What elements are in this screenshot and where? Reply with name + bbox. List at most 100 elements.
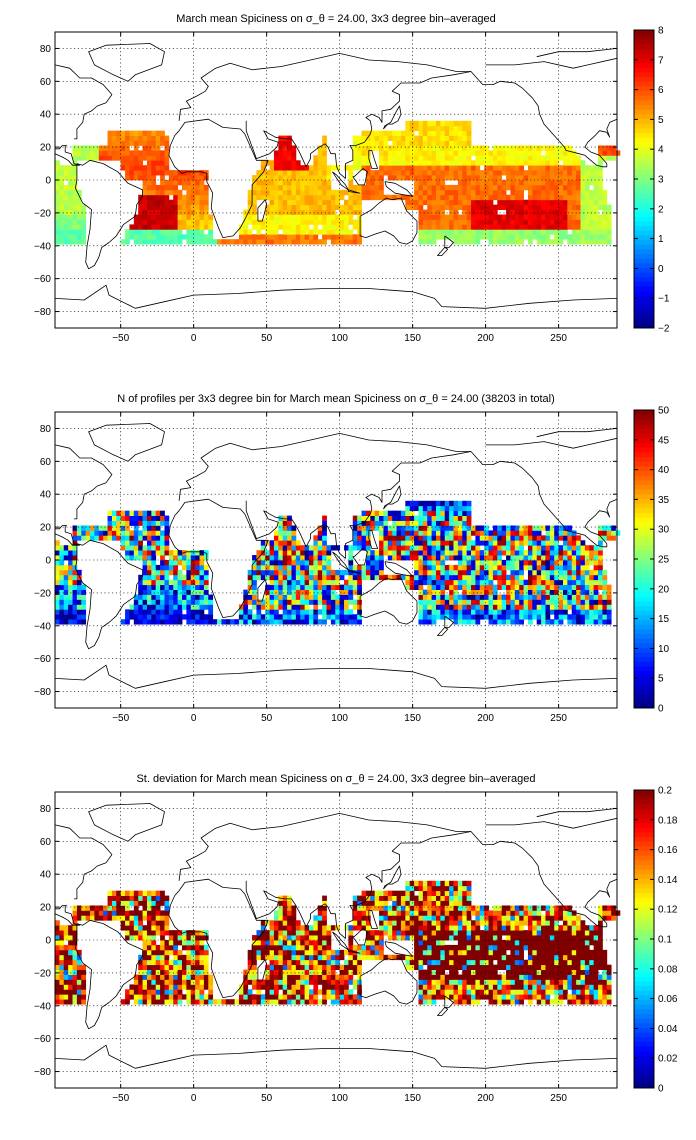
heatmap-cell [59, 555, 65, 561]
heatmap-cell [558, 204, 564, 210]
heatmap-cell [554, 155, 560, 161]
heatmap-cell [558, 525, 564, 531]
heatmap-cell [291, 175, 297, 181]
heatmap-cell [168, 979, 174, 985]
heatmap-cell [348, 609, 354, 615]
heatmap-cell [593, 545, 599, 551]
heatmap-cell [571, 619, 577, 625]
heatmap-cell [243, 229, 249, 235]
heatmap-cell [265, 160, 270, 166]
heatmap-cell [449, 145, 454, 151]
heatmap-cell [414, 545, 419, 551]
heatmap-cell [155, 614, 161, 620]
heatmap-cell [168, 229, 174, 235]
heatmap-cell [365, 175, 371, 181]
heatmap-cell [549, 530, 555, 536]
heatmap-cell [576, 545, 581, 551]
heatmap-cell [471, 170, 476, 176]
heatmap-cell [348, 550, 354, 556]
heatmap-cell [256, 989, 262, 995]
heatmap-cell [462, 199, 468, 206]
heatmap-cell [449, 550, 454, 556]
heatmap-cell [449, 214, 454, 220]
heatmap-cell [519, 175, 524, 181]
heatmap-cell [291, 584, 297, 590]
heatmap-cell [164, 920, 170, 926]
heatmap-cell [295, 964, 301, 970]
heatmap-cell [129, 155, 135, 161]
heatmap-cell [317, 525, 323, 531]
heatmap-cell [484, 574, 489, 581]
heatmap-cell [558, 155, 564, 161]
heatmap-cell [488, 574, 494, 581]
heatmap-cell [392, 520, 397, 526]
heatmap-cell [203, 214, 209, 220]
colorbar-swatch [634, 155, 654, 161]
heatmap-cell [335, 214, 341, 220]
heatmap-cell [554, 160, 560, 166]
heatmap-cell [545, 194, 551, 201]
heatmap-cell [488, 219, 494, 225]
heatmap-cell [313, 589, 319, 595]
heatmap-cell [151, 520, 157, 526]
heatmap-cell [273, 959, 279, 966]
heatmap-cell [449, 229, 454, 235]
heatmap-cell [387, 145, 393, 151]
heatmap-cell [107, 150, 113, 156]
heatmap-cell [466, 545, 472, 551]
colorbar-swatch [634, 689, 654, 695]
heatmap-cell [300, 545, 306, 551]
heatmap-cell [199, 214, 205, 220]
heatmap-cell [269, 199, 275, 206]
heatmap-cell [422, 530, 428, 536]
heatmap-cell [414, 165, 419, 171]
heatmap-cell [453, 569, 459, 576]
heatmap-cell [444, 515, 450, 521]
heatmap-cell [146, 935, 152, 941]
heatmap-cell [256, 604, 262, 610]
heatmap-cell [352, 155, 358, 161]
heatmap-cell [76, 219, 82, 225]
heatmap-cell [510, 239, 516, 245]
heatmap-cell [151, 234, 157, 240]
heatmap-cell [247, 974, 253, 980]
heatmap-cell [440, 555, 446, 561]
heatmap-cell [160, 170, 165, 176]
heatmap-cell [541, 579, 546, 586]
heatmap-cell [203, 170, 209, 176]
heatmap-cell [273, 535, 279, 541]
heatmap-cell [580, 194, 586, 201]
heatmap-cell [396, 574, 402, 581]
heatmap-cell [313, 204, 319, 210]
heatmap-cell [357, 525, 362, 531]
heatmap-cell [348, 180, 354, 186]
heatmap-cell [155, 920, 161, 926]
heatmap-cell [273, 964, 279, 970]
heatmap-cell [593, 560, 599, 566]
heatmap-cell [278, 594, 284, 600]
heatmap-cell [580, 165, 586, 171]
heatmap-cell [107, 155, 113, 161]
heatmap-cell [155, 564, 161, 571]
heatmap-cell [379, 150, 384, 156]
heatmap-cell [435, 140, 441, 146]
heatmap-cell [243, 234, 249, 240]
heatmap-cell [81, 594, 87, 600]
heatmap-cell [330, 219, 336, 225]
heatmap-cell [173, 604, 179, 610]
heatmap-cell [300, 959, 306, 966]
heatmap-cell [418, 170, 424, 176]
heatmap-cell [155, 229, 161, 235]
heatmap-cell [580, 189, 586, 196]
heatmap-cell [326, 550, 332, 556]
heatmap-cell [282, 979, 288, 985]
heatmap-cell [151, 564, 157, 571]
heatmap-cell [576, 535, 581, 541]
heatmap-cell [160, 175, 165, 181]
heatmap-cell [190, 234, 196, 240]
heatmap-cell [234, 239, 240, 245]
heatmap-cell [344, 224, 349, 230]
heatmap-cell [55, 564, 60, 571]
heatmap-cell [431, 550, 437, 556]
heatmap-cell [256, 234, 262, 240]
